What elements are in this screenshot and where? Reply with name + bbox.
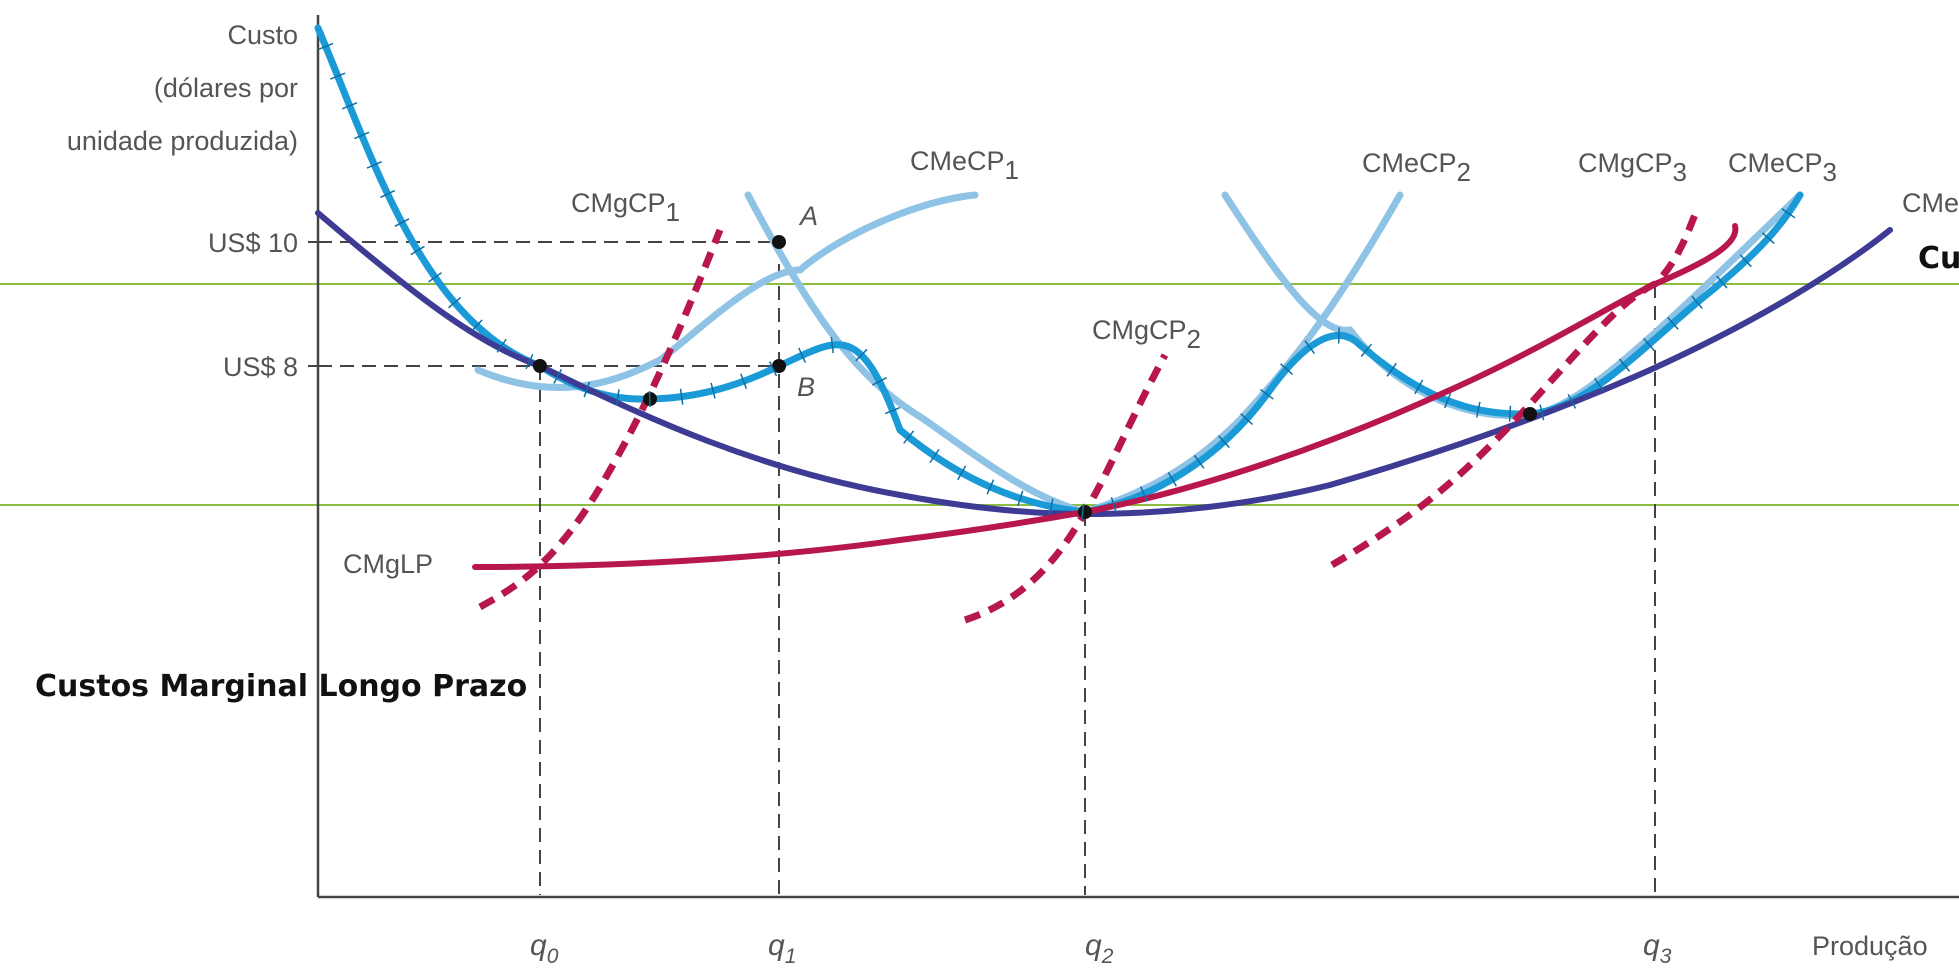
envelope-tick xyxy=(318,42,334,51)
envelope-tick xyxy=(1567,393,1577,409)
envelope-tick xyxy=(1193,454,1205,469)
envelope-tick xyxy=(1259,388,1274,400)
curve-label-sac2: CMeCP2 xyxy=(1362,148,1471,187)
envelope-tick xyxy=(1110,497,1117,513)
envelope-tick xyxy=(1218,435,1230,449)
point-q2 xyxy=(1078,505,1092,519)
point-B xyxy=(772,359,786,373)
annotation-cu: Cu xyxy=(1918,241,1959,276)
envelope-tick xyxy=(1643,337,1655,351)
envelope-tick xyxy=(1618,358,1631,372)
envelope-tick xyxy=(525,353,534,370)
envelope-tick xyxy=(1739,254,1752,268)
y-tick-label-8: US$ 8 xyxy=(223,352,298,382)
envelope-tick xyxy=(1539,404,1545,421)
y-axis-label-line3: unidade produzida) xyxy=(67,126,298,156)
envelope-tick xyxy=(1081,503,1085,520)
envelope-tick xyxy=(1761,232,1775,245)
sac2-curve xyxy=(474,191,979,391)
envelope-tick xyxy=(496,338,507,353)
curve-label-lac: CMe xyxy=(1902,188,1959,218)
envelope-tick xyxy=(740,373,748,389)
envelope-tick-marks xyxy=(318,42,1796,520)
x-axis-label: Produção xyxy=(1812,931,1928,961)
point-label-B: B xyxy=(797,372,815,402)
x-tick-label-q1: q1 xyxy=(768,929,796,968)
envelope-tick xyxy=(830,337,834,354)
envelope-tick xyxy=(1475,401,1481,418)
x-tick-label-q3: q3 xyxy=(1643,929,1672,968)
sac3-curve xyxy=(1221,191,1804,420)
envelope-tick xyxy=(354,131,370,140)
envelope-tick xyxy=(903,430,915,444)
envelope-tick xyxy=(855,348,868,362)
envelope-tick xyxy=(1017,490,1024,507)
point-label-A: A xyxy=(798,201,818,231)
envelope-tick xyxy=(769,361,778,377)
x-tick-label-q2: q2 xyxy=(1085,929,1114,968)
x-tick-label-q0: q0 xyxy=(530,929,559,968)
envelope-tick xyxy=(615,389,620,406)
envelope-tick xyxy=(1593,377,1605,392)
y-axis-label-line2: (dólares por xyxy=(154,73,298,103)
y-axis-label-line1: Custo xyxy=(227,20,298,50)
envelope-tick xyxy=(957,465,967,481)
envelope-tick xyxy=(1167,471,1178,487)
envelope-tick xyxy=(1508,405,1512,422)
envelope-tick xyxy=(330,72,346,80)
envelope-tick xyxy=(553,369,563,384)
envelope-tick xyxy=(1048,498,1054,515)
envelope-tick xyxy=(872,377,887,386)
envelope-tick xyxy=(1444,392,1452,409)
envelope-tick xyxy=(1360,343,1373,357)
envelope-tick xyxy=(1414,379,1424,395)
envelope-tick xyxy=(710,382,716,399)
envelope-tick xyxy=(1280,363,1294,375)
envelope-tick xyxy=(1691,295,1703,310)
curve-label-lmc: CMgLP xyxy=(343,549,433,579)
envelope-tick xyxy=(1304,340,1316,354)
envelope-tick xyxy=(1781,207,1796,219)
point-A xyxy=(772,235,786,249)
envelope-tick xyxy=(1386,362,1397,377)
envelope-tick xyxy=(470,319,483,333)
curve-label-smc2: CMgCP2 xyxy=(1092,315,1201,354)
curve-label-sac3: CMeCP3 xyxy=(1728,148,1837,187)
smc1-curve xyxy=(478,228,724,611)
envelope-tick xyxy=(679,388,684,405)
envelope-tick xyxy=(410,245,425,256)
annotation-lmc: Custos Marginal Longo Prazo xyxy=(35,669,527,704)
envelope-tick xyxy=(1716,275,1728,289)
envelope-tick xyxy=(583,381,591,398)
envelope-tick xyxy=(1240,413,1254,425)
envelope-tick xyxy=(341,102,358,110)
envelope-tick xyxy=(380,189,396,199)
point-q0 xyxy=(533,359,547,373)
envelope-tick xyxy=(428,272,443,283)
envelope-tick xyxy=(1139,486,1148,502)
point-min-sac3 xyxy=(1523,407,1537,421)
y-tick-label-10: US$ 10 xyxy=(208,228,298,258)
envelope-tick xyxy=(884,406,901,415)
envelope-tick xyxy=(1667,316,1679,330)
curve-label-smc3: CMgCP3 xyxy=(1578,148,1687,187)
envelope-tick xyxy=(986,479,995,495)
smc3-curve xyxy=(1330,208,1701,569)
envelope-tick xyxy=(366,160,382,169)
curve-label-sac1: CMeCP1 xyxy=(910,146,1019,185)
envelope-tick xyxy=(394,218,410,227)
envelope-tick xyxy=(798,347,807,363)
curve-label-smc1: CMgCP1 xyxy=(571,188,680,227)
envelope-tick xyxy=(448,296,462,309)
envelope-tick xyxy=(929,448,940,464)
